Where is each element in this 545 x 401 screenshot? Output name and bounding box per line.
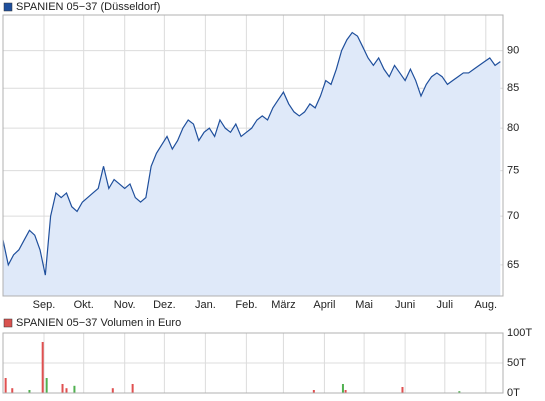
legend-swatch [3, 318, 13, 328]
volume-bar [131, 384, 134, 393]
x-tick-label: Jan. [195, 299, 216, 311]
volume-bar [341, 384, 344, 393]
x-tick-label: Nov. [114, 299, 136, 311]
volume-bar [61, 384, 64, 393]
volume-bar [41, 342, 44, 393]
x-tick-label: Sep. [33, 299, 56, 311]
x-tick-label: Dez. [153, 299, 176, 311]
x-tick-label: Juli [437, 299, 454, 311]
volume-bar [111, 388, 114, 393]
price-line [2, 31, 501, 276]
y-tick-label: 85 [507, 82, 519, 94]
legend-label: SPANIEN 05−37 (Düsseldorf) [16, 1, 160, 13]
plot-border [2, 14, 504, 297]
volume-bar [344, 390, 347, 393]
y-tick-label: 75 [507, 165, 519, 177]
plot-border [2, 332, 504, 394]
x-tick-label: Juni [395, 299, 415, 311]
volume-bar [4, 378, 7, 393]
volume-bar [401, 387, 404, 393]
y-tick-label: 0T [507, 387, 520, 399]
x-tick-label: Aug. [474, 299, 497, 311]
volume-bar [65, 388, 68, 393]
x-tick-label: März [271, 299, 295, 311]
y-tick-label: 50T [507, 357, 526, 369]
legend-label: SPANIEN 05−37 Volumen in Euro [16, 317, 181, 329]
y-tick-label: 70 [507, 210, 519, 222]
volume-bar [73, 385, 76, 393]
x-tick-label: Feb. [235, 299, 257, 311]
y-tick-label: 100T [507, 327, 532, 339]
y-tick-label: 90 [507, 45, 519, 57]
legend-swatch [3, 2, 13, 12]
volume-bar [28, 390, 31, 393]
x-tick-label: April [313, 299, 335, 311]
y-tick-label: 80 [507, 122, 519, 134]
x-tick-label: Okt. [74, 299, 94, 311]
y-tick-label: 65 [507, 259, 519, 271]
area-fill [3, 32, 501, 297]
volume-bar [11, 388, 14, 393]
volume-bar [312, 390, 315, 393]
volume-bar [45, 378, 48, 393]
x-tick-label: Mai [355, 299, 373, 311]
volume-bar [458, 391, 461, 393]
